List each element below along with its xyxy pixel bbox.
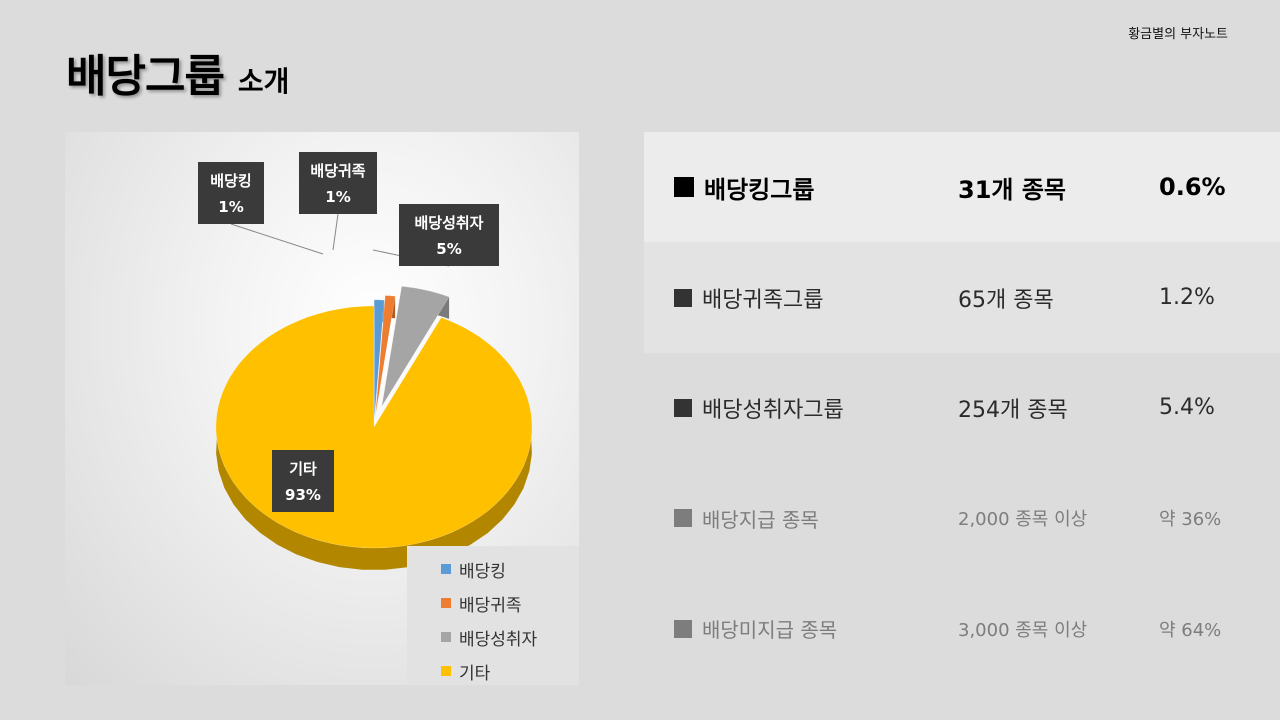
square-bullet-icon <box>674 398 692 417</box>
row-count: 254개 종목 <box>958 397 1068 423</box>
title-main: 배당그룹 <box>66 51 225 102</box>
legend-swatch <box>441 632 451 642</box>
leader-line <box>230 223 324 255</box>
data-label-category: 기타 <box>289 460 317 478</box>
data-label-category: 배당성취자 <box>414 214 483 232</box>
row-count: 2,000 종목 이상 <box>958 509 1088 531</box>
legend-swatch <box>441 666 451 676</box>
legend-swatch <box>441 564 451 574</box>
leader-line <box>332 213 339 251</box>
pie-slice <box>375 295 396 417</box>
data-label-category: 배당귀족 <box>310 162 365 180</box>
data-label-box <box>299 152 377 214</box>
row-name: 배당지급 종목 <box>674 504 819 533</box>
legend-item: 기타 <box>441 654 579 685</box>
data-label-box <box>272 450 334 512</box>
legend-label: 기타 <box>459 663 491 684</box>
square-bullet-icon <box>674 619 692 638</box>
row-name-text: 배당귀족그룹 <box>702 287 824 313</box>
legend-swatch <box>441 598 451 608</box>
row-pct: 약 36% <box>1159 509 1222 531</box>
row-name: 배당성취자그룹 <box>674 392 844 424</box>
pie-slice <box>374 299 385 421</box>
row-name-text: 배당지급 종목 <box>702 507 819 532</box>
table-row: 배당지급 종목 2,000 종목 이상 약 36% <box>644 463 1280 573</box>
page-title: 배당그룹 소개 <box>66 40 289 104</box>
brand-label: 황금별의 부자노트 <box>1128 27 1228 42</box>
dividend-group-table: 배당킹그룹 31개 종목 0.6% 배당귀족그룹 65개 종목 1.2% 배당성… <box>644 132 1280 684</box>
row-count: 31개 종목 <box>958 175 1066 204</box>
data-label-value: 1% <box>218 198 243 216</box>
row-pct: 1.2% <box>1159 285 1215 311</box>
data-label-value: 5% <box>436 240 461 258</box>
pie-chart-canvas: 배당킹 1% 배당귀족 1% 배당성취자 5% 기타 93% <box>198 152 533 570</box>
row-name: 배당귀족그룹 <box>674 282 823 314</box>
legend-item: 배당귀족 <box>441 586 579 620</box>
pie-slice <box>215 305 533 549</box>
row-name-text: 배당킹그룹 <box>704 175 815 204</box>
row-count: 65개 종목 <box>958 287 1054 313</box>
row-name: 배당미지급 종목 <box>674 614 837 643</box>
legend-label: 배당성취자 <box>459 629 538 650</box>
table-row: 배당성취자그룹 254개 종목 5.4% <box>644 353 1280 463</box>
pie-slice <box>381 286 450 407</box>
data-label-value: 93% <box>285 486 321 504</box>
square-bullet-icon <box>674 509 692 528</box>
chart-legend: 배당킹 배당귀족 배당성취자 기타 <box>407 546 579 685</box>
table-row: 배당미지급 종목 3,000 종목 이상 약 64% <box>644 574 1280 684</box>
row-name: 배당킹그룹 <box>674 170 814 205</box>
title-sub: 소개 <box>237 65 290 98</box>
table-row: 배당귀족그룹 65개 종목 1.2% <box>644 242 1280 353</box>
square-bullet-icon <box>674 177 694 198</box>
data-label-box <box>198 162 264 224</box>
row-pct: 5.4% <box>1159 395 1215 421</box>
table-row: 배당킹그룹 31개 종목 0.6% <box>644 132 1280 243</box>
data-label-category: 배당킹 <box>210 172 251 190</box>
row-pct: 약 64% <box>1159 619 1222 641</box>
legend-item: 배당킹 <box>441 552 579 586</box>
row-name-text: 배당미지급 종목 <box>702 618 838 643</box>
row-name-text: 배당성취자그룹 <box>702 397 844 423</box>
row-count: 3,000 종목 이상 <box>958 619 1088 641</box>
data-label-value: 1% <box>325 188 350 206</box>
pie-chart: 배당킹 1% 배당귀족 1% 배당성취자 5% 기타 93% 배당킹 배당귀족 배당성취자 기… <box>65 132 579 685</box>
square-bullet-icon <box>674 288 692 307</box>
data-label-box <box>399 204 499 266</box>
legend-label: 배당킹 <box>459 561 506 582</box>
row-pct: 0.6% <box>1159 173 1226 202</box>
legend-label: 배당귀족 <box>459 595 522 616</box>
legend-item: 배당성취자 <box>441 620 579 654</box>
